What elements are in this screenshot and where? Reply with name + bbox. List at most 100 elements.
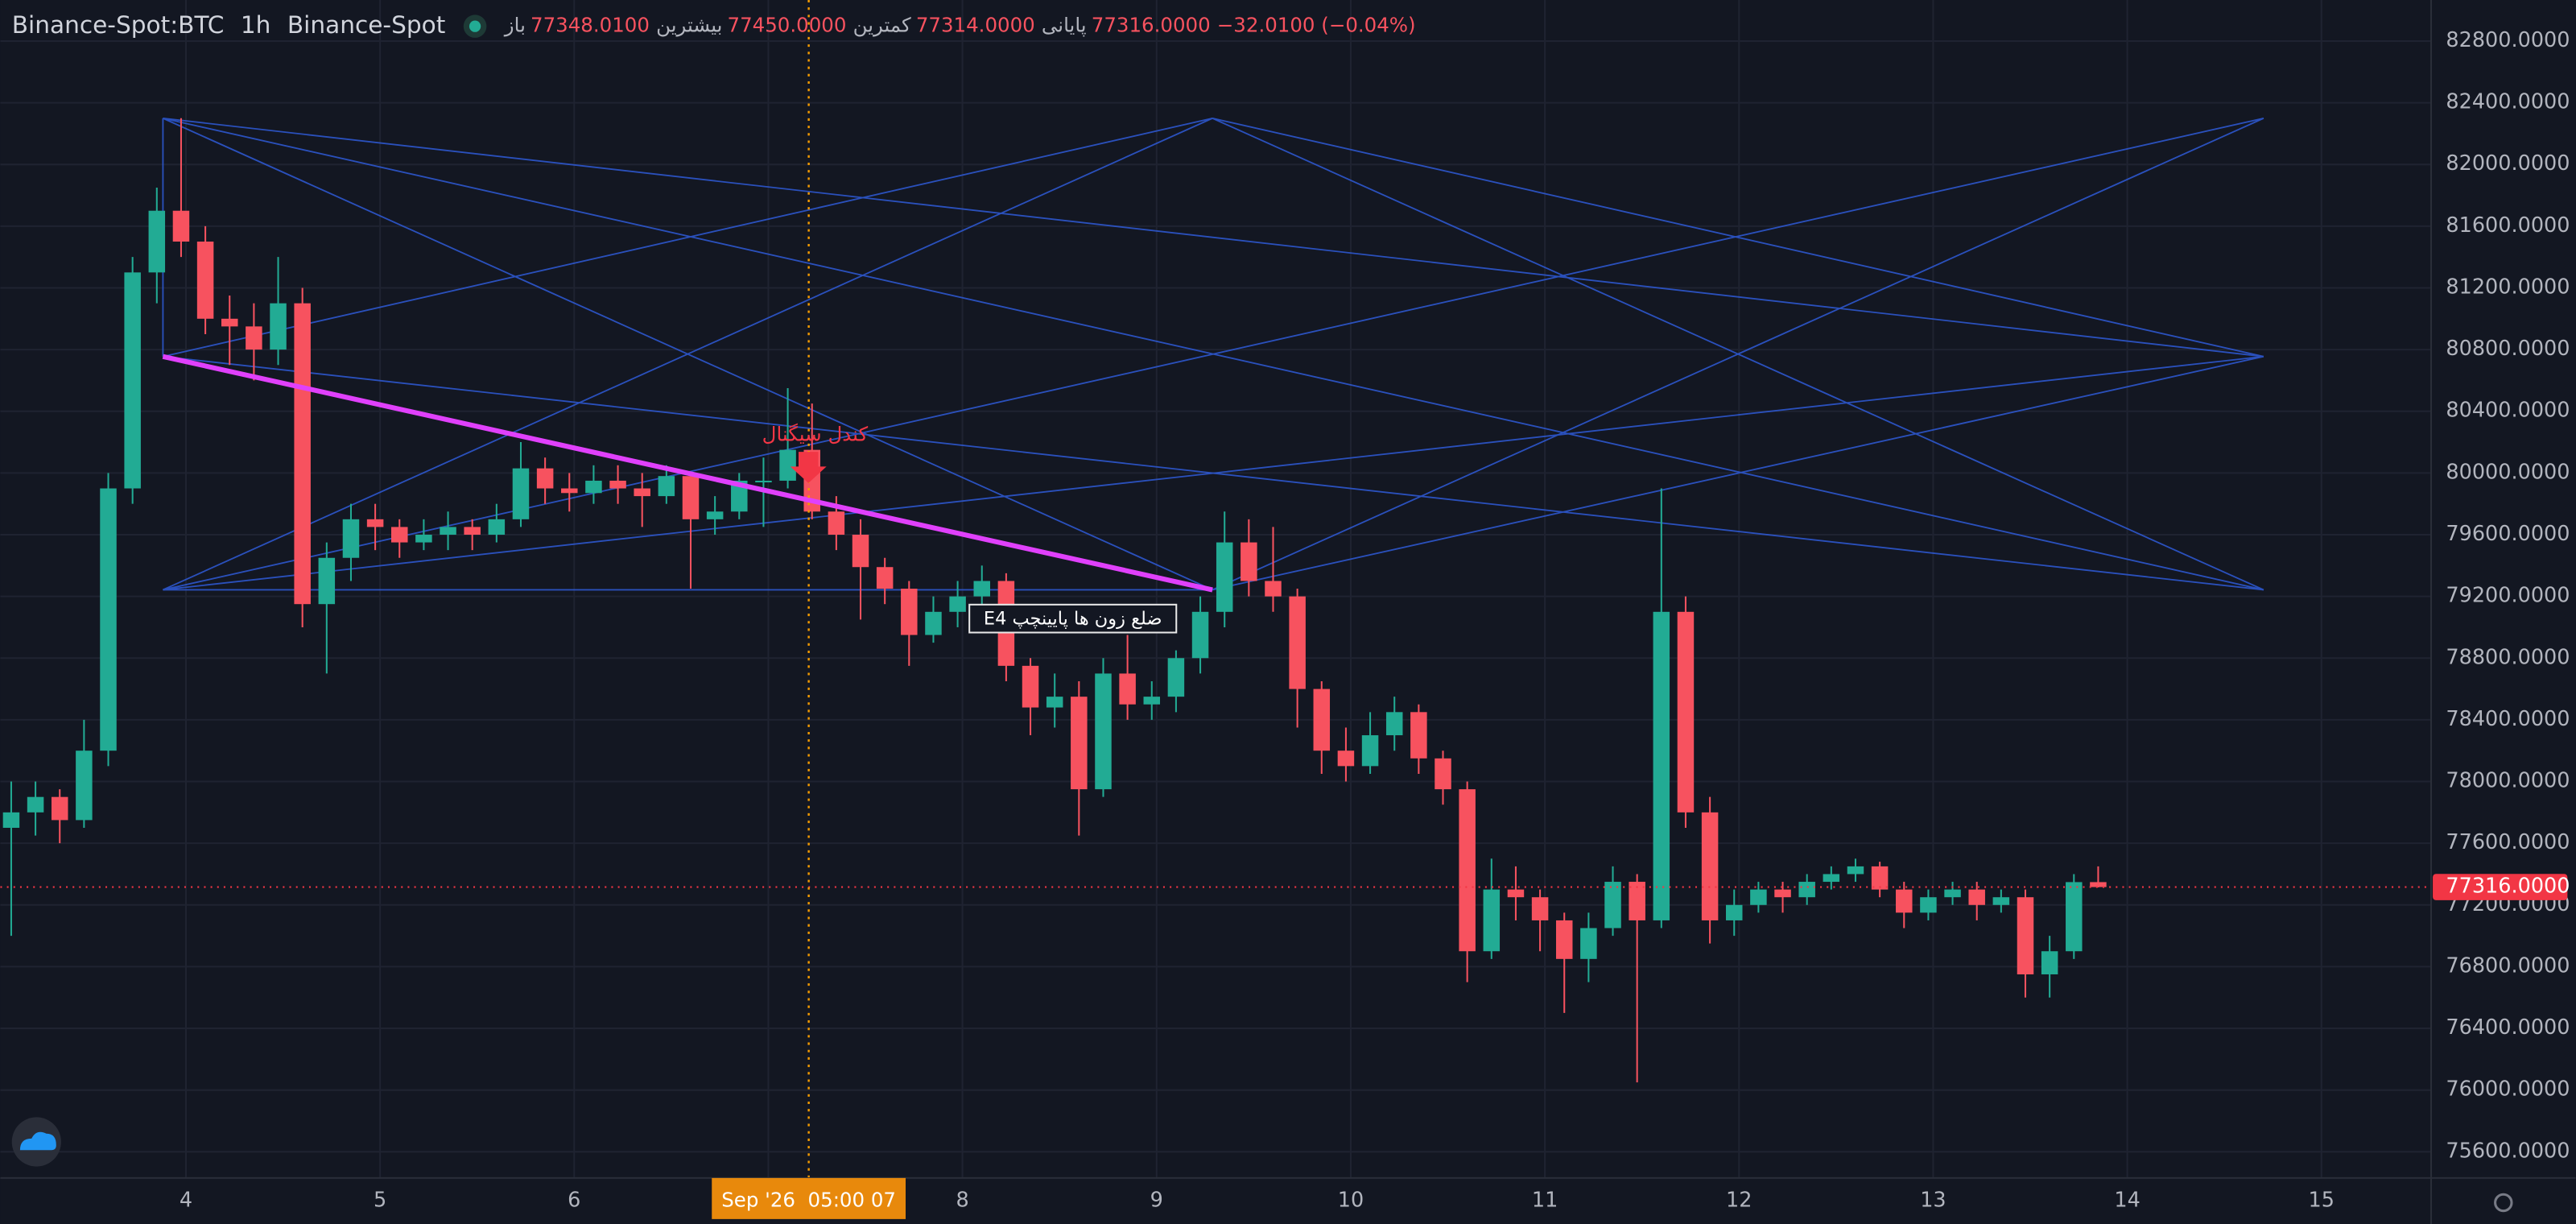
candle-body <box>876 567 894 589</box>
legend-header: Binance-Spot:BTC 1h Binance-Spot باز 77348.0… <box>12 11 1416 39</box>
ohlc-label: باز <box>503 14 526 37</box>
candle-body <box>1071 697 1088 790</box>
candle-body <box>51 796 68 821</box>
candle-body <box>2066 882 2083 952</box>
candle-body <box>318 557 336 605</box>
candle-body <box>148 210 166 273</box>
candle-body <box>1241 542 1257 581</box>
candle-body <box>755 480 772 482</box>
candle-body <box>1604 882 1621 928</box>
y-tick-label: 76400.0000 <box>2446 1015 2570 1040</box>
candle-body <box>1920 897 1937 913</box>
x-tick-label: 15 <box>2309 1188 2334 1212</box>
candle-body <box>658 476 675 497</box>
candle-body <box>1410 712 1427 759</box>
ohlc-label: پایانی <box>1042 14 1087 37</box>
candle-body <box>366 519 384 527</box>
candle-body <box>682 476 700 519</box>
candle-body <box>1337 751 1355 767</box>
candle-body <box>1992 897 2010 905</box>
y-tick-label: 76000.0000 <box>2446 1077 2570 1102</box>
candle-body <box>415 535 432 543</box>
candle-body <box>585 480 602 494</box>
zone-label: E4 ضلع زون ها پایینچپ <box>984 609 1162 630</box>
candle-body <box>1677 611 1695 813</box>
x-tick-label: 10 <box>1338 1188 1364 1212</box>
candle-body <box>2 812 20 828</box>
ohlc-label: کمترین <box>853 14 911 37</box>
candle-body <box>901 589 918 635</box>
candle-body <box>1289 596 1306 689</box>
drawings <box>162 117 2264 591</box>
x-tick-label: 8 <box>956 1188 969 1212</box>
candle-body <box>1774 889 1791 898</box>
candle-body <box>1531 897 1549 920</box>
y-tick-label: 78800.0000 <box>2446 645 2570 669</box>
candle-body <box>76 751 93 821</box>
ohlc-value: 77450.0000 <box>728 14 847 37</box>
candle-body <box>536 468 554 489</box>
settings-button[interactable] <box>2494 1193 2513 1213</box>
y-tick-label: 78000.0000 <box>2446 769 2570 793</box>
exchange: Binance-Spot <box>287 11 446 39</box>
candle-body <box>294 303 311 605</box>
candle-body <box>1459 789 1476 952</box>
symbol: Binance-Spot:BTC <box>12 11 225 39</box>
y-tick-label: 81600.0000 <box>2446 213 2570 238</box>
candle-body <box>1871 866 1889 890</box>
candle-body <box>1022 665 1039 708</box>
y-tick-label: 79600.0000 <box>2446 522 2570 546</box>
candle-body <box>488 519 506 536</box>
candle-body <box>731 480 748 512</box>
candle-body <box>221 318 238 327</box>
candle-body <box>1167 658 1185 697</box>
candle-body <box>246 326 262 350</box>
ohlc-label: بیشترین <box>656 14 722 37</box>
candle-body <box>27 796 44 813</box>
candle-body <box>973 581 990 597</box>
candle-body <box>1968 889 1985 905</box>
candle-body <box>706 511 724 519</box>
candle-body <box>2017 897 2034 974</box>
ohlc-value: 77348.0100 <box>530 14 650 37</box>
x-tick-label: 9 <box>1150 1188 1163 1212</box>
fan-line <box>1212 355 2264 591</box>
candle-body <box>828 511 845 536</box>
y-tick-label: 82800.0000 <box>2446 28 2570 52</box>
candle-body <box>1361 735 1379 767</box>
candle-body <box>2090 882 2107 887</box>
x-tick-label: 14 <box>2114 1188 2140 1212</box>
candle-body <box>1726 904 1743 920</box>
signal-arrow <box>790 452 827 483</box>
candle-body <box>1555 920 1573 959</box>
candle-body <box>391 527 408 543</box>
y-tick-label: 81200.0000 <box>2446 275 2570 299</box>
candle-body <box>779 449 796 481</box>
x-tick-label: 5 <box>374 1188 386 1212</box>
x-tick-label: 6 <box>568 1188 580 1212</box>
candle-body <box>100 488 117 751</box>
fan-line <box>163 117 2264 358</box>
price-axis <box>2431 0 2576 1224</box>
fan-line <box>163 118 1213 591</box>
trend-line <box>162 354 1213 593</box>
candle-body <box>1143 697 1161 705</box>
candle-body <box>1944 889 1961 898</box>
candle-body <box>1580 928 1597 959</box>
candle-body <box>1750 889 1767 905</box>
candle-body <box>1653 611 1670 920</box>
candles <box>2 118 2107 1083</box>
ohlc-value: 77316.0000 <box>1092 14 1211 37</box>
change: −32.0100 (−0.04%) <box>1217 14 1416 37</box>
candle-body <box>1216 542 1233 612</box>
candle-body <box>196 242 214 319</box>
candle-body <box>270 303 287 350</box>
fan-line <box>163 118 1213 358</box>
y-tick-label: 78400.0000 <box>2446 707 2570 731</box>
price-label-box <box>2433 874 2568 900</box>
candle-body <box>1798 882 1815 898</box>
candle-body <box>1483 889 1501 952</box>
y-tick-label: 82400.0000 <box>2446 90 2570 114</box>
